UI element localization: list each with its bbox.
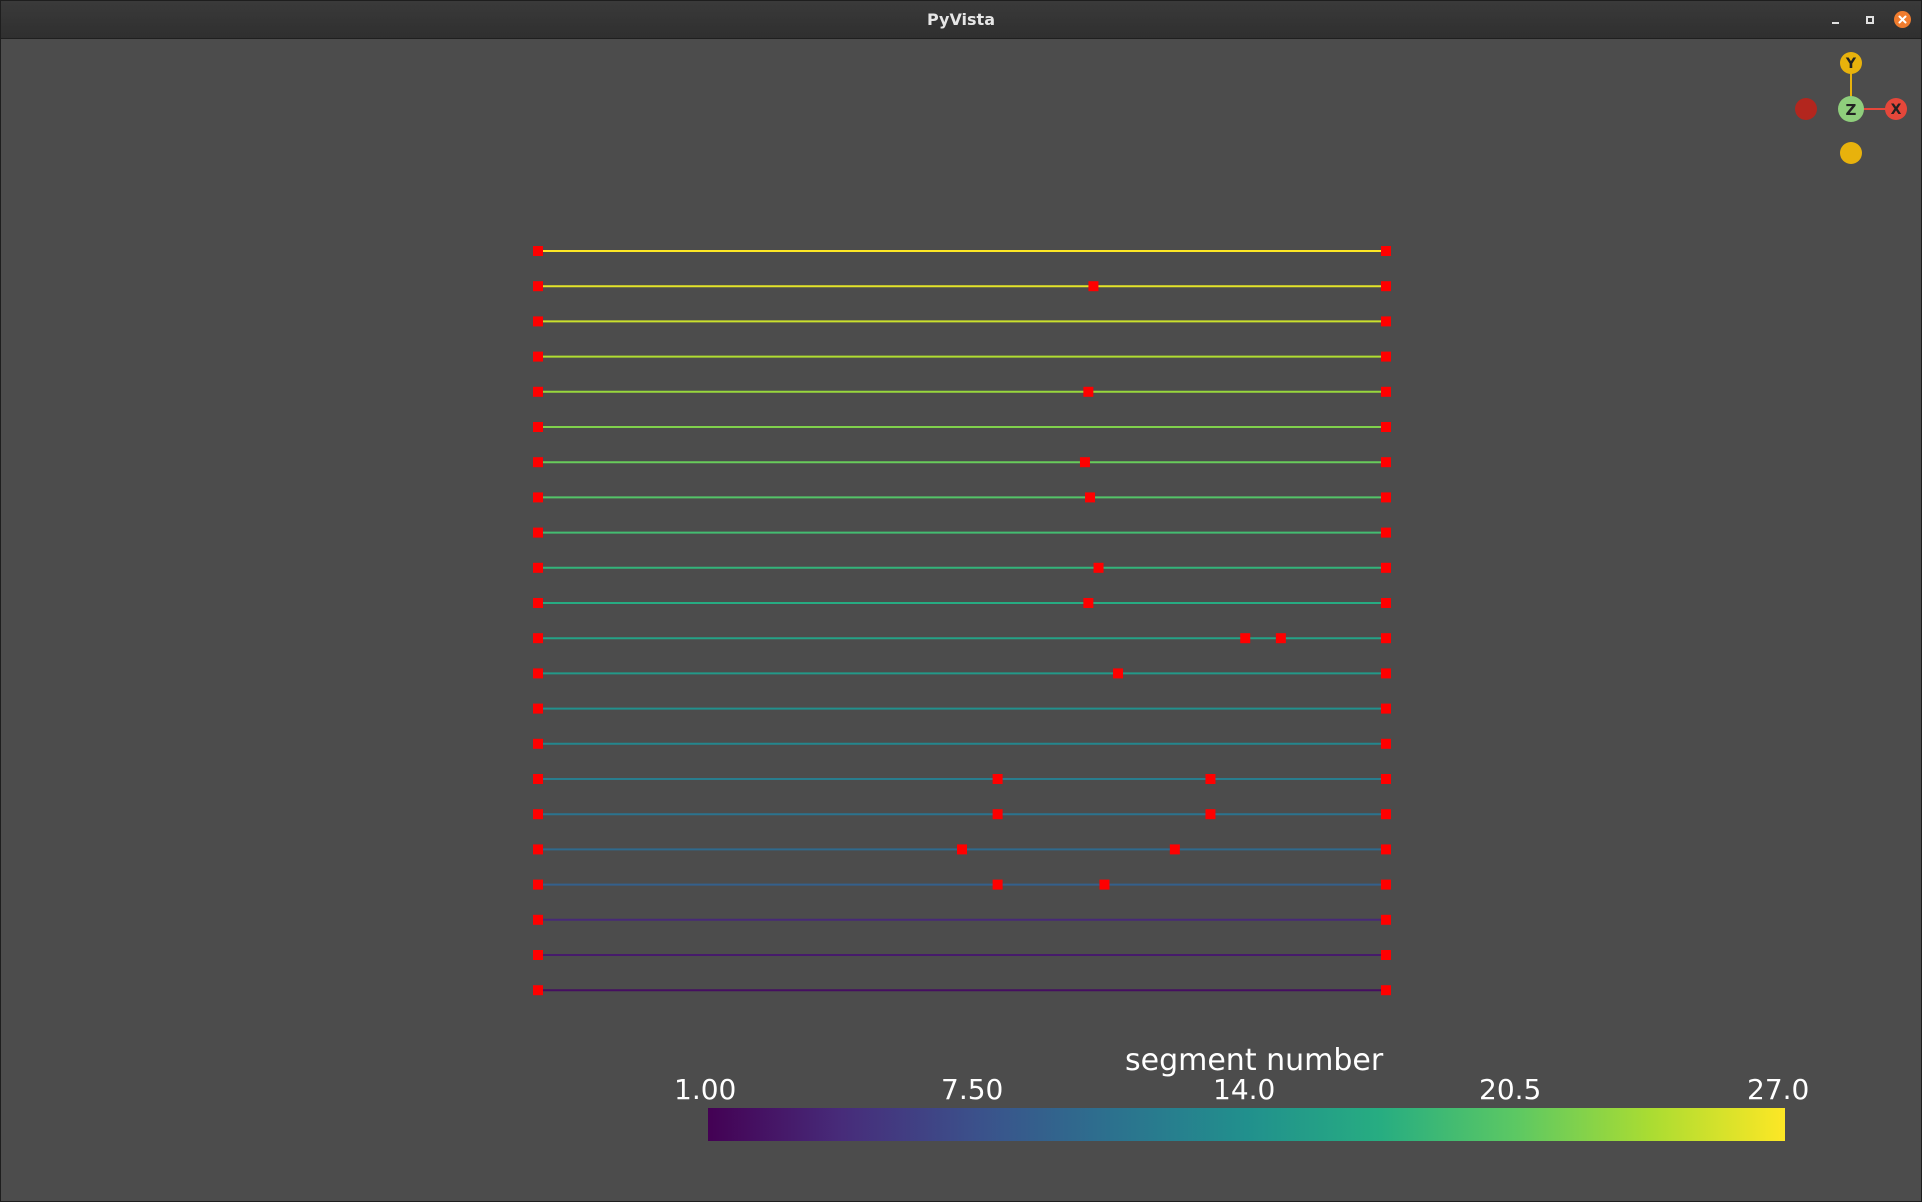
colorbar-tick-label: 7.50 [941,1073,1004,1106]
segment-point [533,598,543,608]
neg-x-marker-icon [1795,98,1817,120]
segment-point [1381,774,1391,784]
segment-points [533,246,1391,996]
segment-point [1381,633,1391,644]
close-button[interactable] [1894,11,1911,28]
segment-point [533,985,543,996]
segment-point [1083,598,1094,608]
segment-point [533,703,543,714]
segment-point [533,879,543,890]
segment-point [533,738,543,749]
minimize-button[interactable] [1827,11,1844,28]
scene-canvas[interactable]: Y Z X [1,39,1921,1202]
segment-point [1381,809,1391,820]
segment-point [533,422,543,432]
segment-point [533,351,543,362]
segment-point [1113,668,1124,679]
neg-y-marker-icon [1840,142,1862,164]
z-axis-marker-icon [1838,96,1864,122]
x-axis-label: X [1891,102,1902,118]
segment-point [533,527,543,538]
segment-point [1381,527,1391,538]
segment-point [1381,422,1391,432]
segment-point [1381,985,1391,996]
segment-point [533,633,543,644]
segment-point [533,844,543,855]
segment-point [1093,562,1104,573]
segment-point [1381,246,1391,256]
segment-point [533,914,543,925]
segment-point [1169,844,1180,855]
segment-point [533,668,543,679]
title-bar[interactable]: PyVista [1,1,1921,39]
colorbar-tick-label: 27.0 [1747,1073,1810,1106]
segment-point [1381,386,1391,397]
maximize-button[interactable] [1861,11,1878,28]
segment-point [533,492,543,503]
segment-point [1381,844,1391,855]
segment-point [1381,492,1391,503]
segment-point [1381,879,1391,890]
segment-point [1085,492,1096,503]
y-axis-label: Y [1845,56,1857,72]
segment-point [533,316,543,327]
segment-point [1240,633,1251,644]
segment-point [1099,879,1110,890]
segment-point [957,844,967,855]
window-title: PyVista [926,10,995,29]
segment-point [533,386,543,397]
segment-point [533,774,543,784]
segment-point [1381,914,1391,925]
segment-point [1381,457,1391,468]
segment-point [1381,738,1391,749]
segment-point [533,246,543,256]
orientation-widget[interactable]: Y Z X [1795,52,1907,164]
colorbar-tick-label: 1.00 [674,1073,737,1106]
y-axis-marker-icon [1840,52,1862,74]
maximize-icon [1865,15,1874,24]
segment-point [992,809,1003,820]
segment-point [1275,633,1286,644]
segment-point [533,281,543,292]
segment-point [1381,703,1391,714]
segment-point [533,950,543,960]
segment-lines [538,250,1386,992]
segment-point [1205,809,1216,820]
segment-point [1381,598,1391,608]
segment-point [533,457,543,468]
segment-point [992,774,1003,784]
segment-point [1381,281,1391,292]
segment-point [1079,457,1090,468]
segment-point [1381,950,1391,960]
segment-point [1381,668,1391,679]
x-axis-marker-icon [1885,98,1907,120]
segment-point [533,562,543,573]
z-axis-label: Z [1846,101,1857,119]
segment-point [1083,386,1094,397]
minimize-icon [1831,21,1839,24]
segment-point [1381,351,1391,362]
colorbar-tick-label: 14.0 [1213,1073,1276,1106]
segment-point [1381,562,1391,573]
segment-point [1088,281,1099,292]
segment-point [1381,316,1391,327]
segment-point [1205,774,1216,784]
close-icon [1894,11,1911,28]
render-viewport[interactable]: Y Z X segment number 1.00 7.50 14.0 20.5… [1,39,1921,1202]
segment-point [533,809,543,820]
colorbar-tick-label: 20.5 [1479,1073,1542,1106]
colorbar-title: segment number [1125,1043,1384,1078]
colorbar [708,1108,1785,1141]
segment-point [992,879,1003,890]
